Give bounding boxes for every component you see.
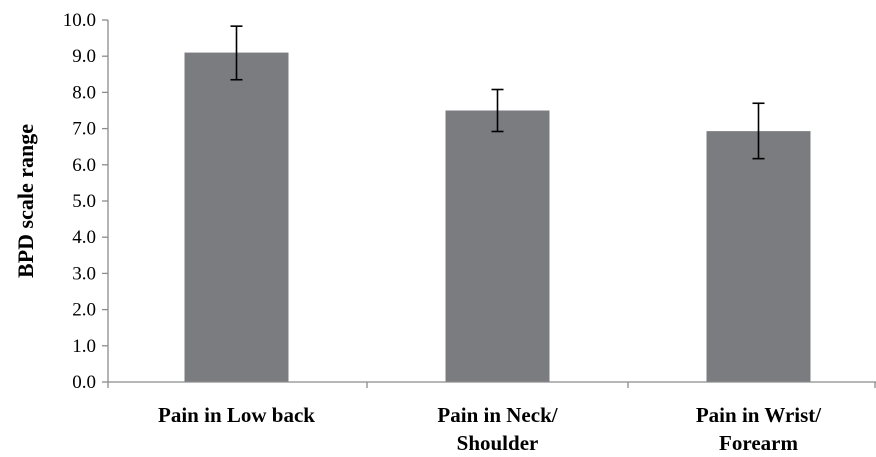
y-tick-label: 8.0 — [72, 82, 96, 103]
y-tick-label: 10.0 — [63, 10, 96, 31]
plot-area: 0.0 1.0 2.0 3.0 4.0 5.0 6.0 7.0 8.0 9.0 10.0 Pain i… — [63, 10, 876, 455]
bar — [706, 131, 811, 382]
y-axis-title: BPD scale range — [13, 124, 38, 278]
x-category-label: Pain in Neck/Shoulder — [437, 403, 558, 455]
x-category-label: Pain in Wrist/Forearm — [696, 403, 822, 455]
y-tick-label: 7.0 — [72, 119, 96, 140]
y-tick-label: 2.0 — [72, 300, 96, 321]
bar — [184, 52, 289, 382]
y-tick-label: 1.0 — [72, 336, 96, 357]
y-tick-label: 3.0 — [72, 263, 96, 284]
y-tick-label: 0.0 — [72, 372, 96, 393]
y-tick-label: 5.0 — [72, 191, 96, 212]
y-tick-label: 6.0 — [72, 155, 96, 176]
x-category-label: Pain in Low back — [158, 403, 315, 427]
bar — [445, 110, 550, 382]
y-tick-label: 4.0 — [72, 227, 96, 248]
y-tick-label: 9.0 — [72, 46, 96, 67]
